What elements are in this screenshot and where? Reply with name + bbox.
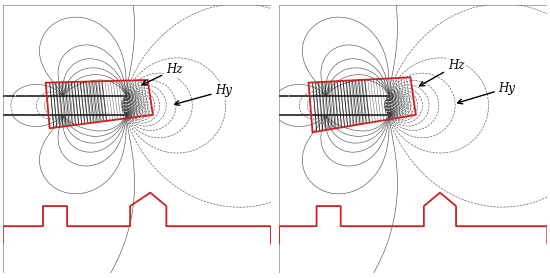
Text: Hy: Hy — [458, 81, 515, 104]
Text: Hz: Hz — [142, 63, 183, 85]
Text: Hz: Hz — [420, 59, 464, 86]
Text: Hy: Hy — [174, 84, 233, 105]
